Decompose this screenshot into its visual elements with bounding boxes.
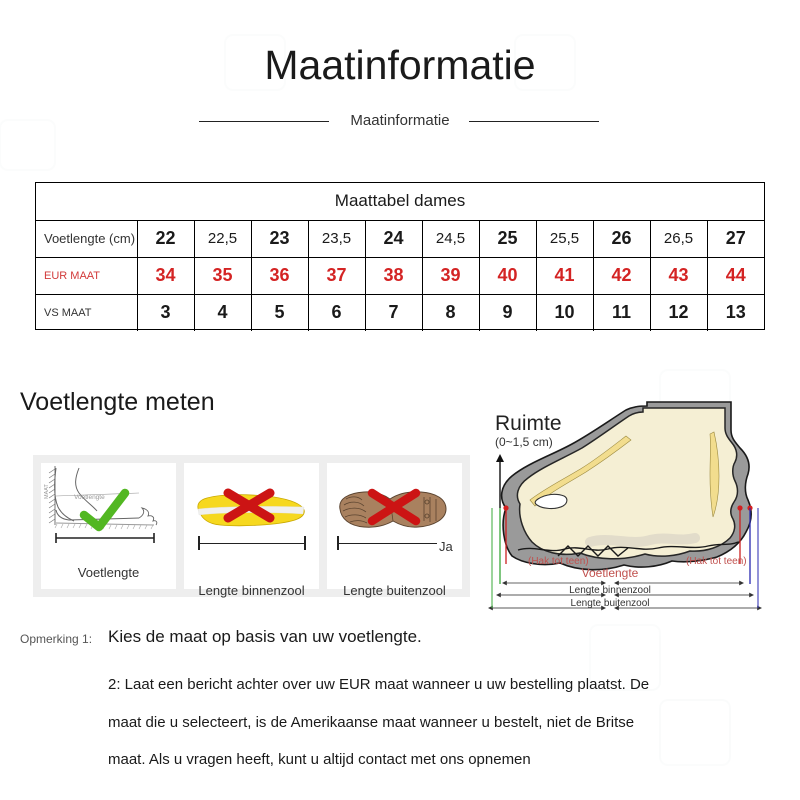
svg-text:Ruimte: Ruimte xyxy=(495,412,562,435)
svg-text:Voetlengte: Voetlengte xyxy=(582,566,639,580)
svg-text:(0~1,5 cm): (0~1,5 cm) xyxy=(495,435,553,449)
svg-text:MAAT: MAAT xyxy=(44,483,50,499)
svg-text:(Hak tot teen): (Hak tot teen) xyxy=(528,556,589,567)
svg-text:(Hak tot teen): (Hak tot teen) xyxy=(686,556,747,567)
svg-text:Lengte binnenzool: Lengte binnenzool xyxy=(569,585,651,596)
svg-text:Voetlengte: Voetlengte xyxy=(74,494,105,501)
svg-text:Lengte buitenzool: Lengte buitenzool xyxy=(571,598,650,609)
